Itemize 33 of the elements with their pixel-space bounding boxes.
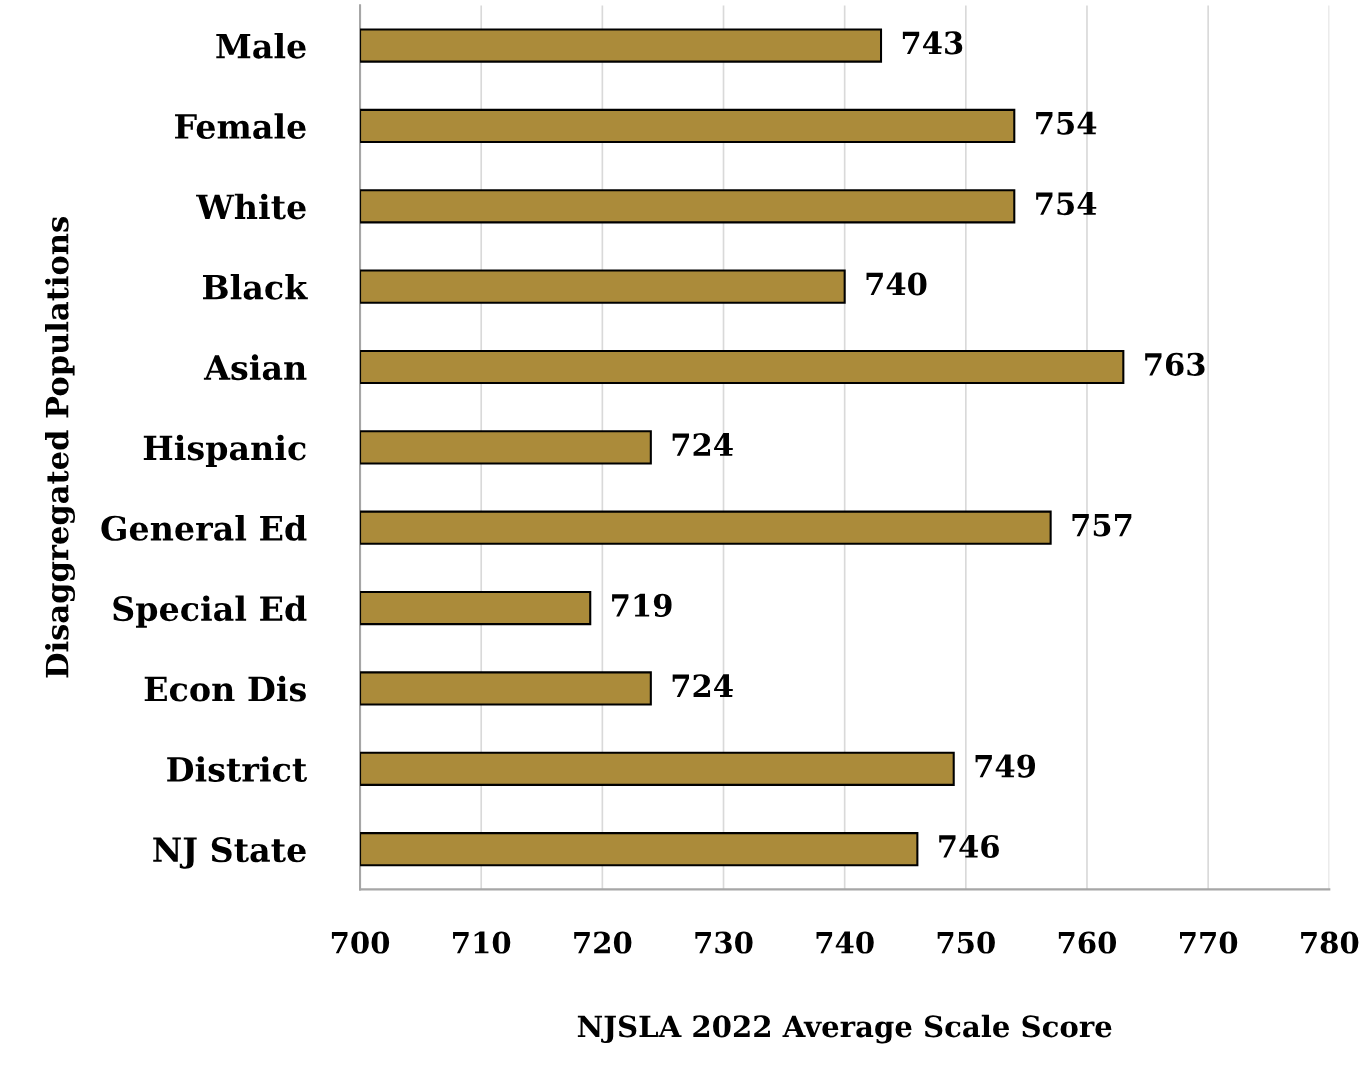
data-label: 719 [612,593,672,617]
y-axis-title: Disaggregated Populations [45,217,76,678]
x-tick-label: 760 [1058,931,1117,954]
data-label: 749 [975,754,1036,778]
x-tick-label: 750 [937,931,995,954]
data-label: 740 [866,272,927,296]
data-label: 754 [1036,192,1097,216]
y-tick-label: Asian [203,354,307,381]
y-tick-label: Male [216,32,306,59]
data-label: 763 [1145,352,1205,376]
x-tick-label: 780 [1301,931,1359,954]
data-label: 757 [1072,513,1132,537]
x-tick-label: 770 [1180,931,1238,954]
y-tick-label: Black [203,273,308,300]
x-tick-label: 700 [331,931,390,954]
y-tick-label: General Ed [101,515,307,541]
x-tick-label: 730 [695,931,753,954]
y-tick-label: Special Ed [113,595,307,628]
x-tick-label: 720 [574,931,632,954]
data-label: 746 [939,834,999,859]
y-tick-label: White [196,193,306,220]
data-label: 724 [672,433,733,456]
y-tick-label: Hispanic [143,434,306,467]
x-tick-label: 710 [453,931,511,954]
data-label: 724 [672,674,733,697]
y-tick-label: Female [175,113,306,140]
x-tick-label: 740 [816,931,874,954]
y-tick-label: Econ Dis [144,675,306,702]
y-tick-label: District [167,756,308,782]
x-axis-title: NJSLA 2022 Average Scale Score [577,1014,1112,1044]
data-label: 754 [1036,111,1097,135]
y-tick-label: NJ State [153,837,306,869]
data-label: 743 [902,31,963,55]
